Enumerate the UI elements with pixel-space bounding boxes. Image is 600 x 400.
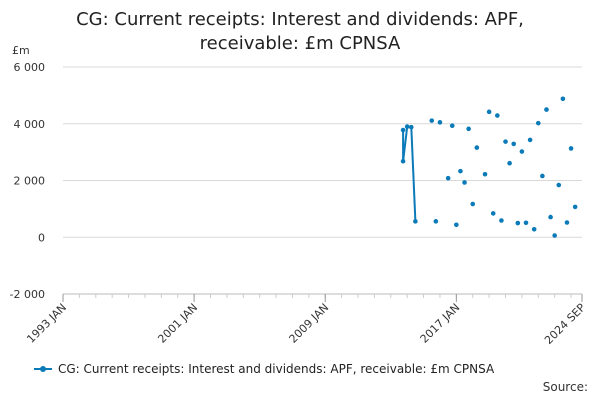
data-point <box>519 149 525 154</box>
data-point <box>413 219 418 224</box>
legend-swatch <box>34 366 52 372</box>
y-tick-label-0: -2 000 <box>10 288 45 301</box>
chart-title-line-2: receivable: £m CPNSA <box>199 33 401 54</box>
data-point <box>540 173 545 179</box>
data-point <box>527 137 533 143</box>
data-point <box>552 233 557 238</box>
data-point <box>490 211 496 216</box>
chart-title-line-1: CG: Current receipts: Interest and divid… <box>76 9 524 30</box>
data-point <box>523 220 529 226</box>
data-point <box>548 214 553 220</box>
data-point <box>556 182 562 188</box>
data-point <box>470 201 476 207</box>
x-tick-label-3: 2017 JAN <box>418 301 463 346</box>
data-point <box>560 96 566 102</box>
grid-lines <box>63 66 582 295</box>
data-point <box>572 204 578 210</box>
data-point <box>400 127 406 133</box>
y-tick-label-1: 0 <box>38 231 45 244</box>
legend-label: CG: Current receipts: Interest and divid… <box>58 362 495 376</box>
chart-title: CG: Current receipts: Interest and divid… <box>0 8 600 56</box>
x-tick-label-4: 2024 SEP <box>542 301 588 347</box>
data-point <box>474 145 480 150</box>
data-point <box>568 146 574 151</box>
legend: CG: Current receipts: Interest and divid… <box>34 362 494 376</box>
x-tick-label-2: 2009 JAN <box>287 301 332 346</box>
y-tick-label-2: 2 000 <box>14 175 46 188</box>
data-series <box>400 96 578 238</box>
data-point <box>564 220 570 225</box>
data-point <box>511 141 517 147</box>
data-point <box>515 220 521 226</box>
series-line <box>402 125 417 222</box>
data-point <box>404 124 410 129</box>
data-point <box>486 109 492 115</box>
data-point <box>458 168 463 174</box>
data-point <box>544 107 549 112</box>
y-tick-label-3: 4 000 <box>14 118 46 131</box>
data-point <box>437 120 443 125</box>
data-point <box>495 113 500 118</box>
y-axis-ticks: -2 000 0 2 000 4 000 6 000 <box>10 61 45 301</box>
data-point <box>503 139 508 144</box>
data-point <box>433 219 439 224</box>
x-axis: 1993 JAN 2001 JAN 2009 JAN 2017 JAN 2024 SEP <box>24 293 588 347</box>
y-tick-label-4: 6 000 <box>14 61 46 74</box>
data-point <box>462 180 467 185</box>
data-point <box>449 123 455 129</box>
data-point <box>531 227 537 232</box>
x-tick-label-1: 2001 JAN <box>155 301 200 346</box>
x-tick-label-0: 1993 JAN <box>24 301 69 346</box>
data-point <box>445 175 451 181</box>
data-point <box>466 126 471 132</box>
data-point <box>499 218 504 223</box>
data-point <box>482 171 488 177</box>
data-point <box>400 158 406 164</box>
data-point <box>408 124 414 130</box>
data-point <box>535 120 541 126</box>
y-unit-label: £m <box>12 44 30 57</box>
data-point <box>507 160 512 166</box>
data-point <box>429 118 435 123</box>
source-label: Source: <box>542 380 588 394</box>
data-point <box>454 222 459 228</box>
